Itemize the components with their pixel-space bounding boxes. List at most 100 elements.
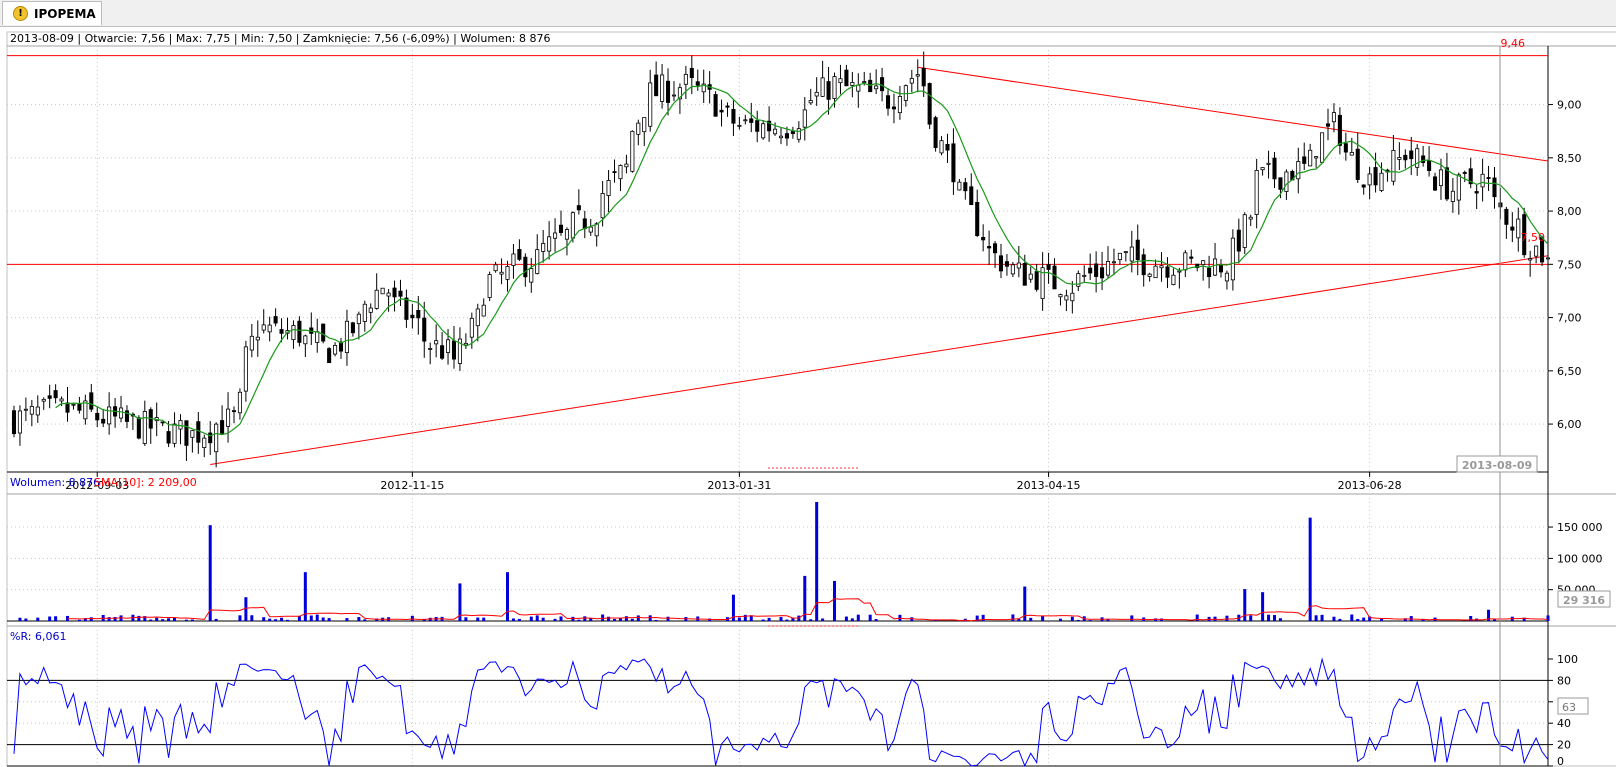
price-y-ticks: 6,00 6,50 7,00 7,50 8,00 8,50 9,00 xyxy=(1548,99,1582,431)
volume-bar xyxy=(934,620,938,621)
candle-body xyxy=(142,411,147,444)
candle-body xyxy=(719,109,724,113)
candle-body xyxy=(1248,216,1253,220)
candle-body xyxy=(101,418,106,424)
volume-bar xyxy=(511,618,515,621)
tab-ipopema[interactable]: ! IPOPEMA xyxy=(2,1,102,25)
candle-body xyxy=(440,345,445,359)
volume-bar xyxy=(1362,617,1366,621)
candle-body xyxy=(1242,214,1247,248)
candle-body xyxy=(790,131,795,134)
candle-body xyxy=(1337,114,1342,146)
candle-body xyxy=(998,255,1004,272)
candle-body xyxy=(107,406,112,425)
candle-body xyxy=(1486,177,1491,179)
candle-body xyxy=(279,329,284,334)
volume-bar xyxy=(262,617,266,621)
candle-body xyxy=(47,395,52,399)
candle-body xyxy=(1105,261,1111,276)
volume-bar xyxy=(636,615,640,621)
candle-body xyxy=(17,410,22,434)
volume-bar xyxy=(1308,517,1312,621)
volume-bar xyxy=(624,616,628,621)
wr-polyline xyxy=(13,657,1549,767)
price-y-tick-label: 6,50 xyxy=(1557,365,1582,378)
volume-bar xyxy=(1421,618,1425,621)
candle-body xyxy=(1278,177,1283,190)
wr-cursor-box: 63 xyxy=(1557,697,1589,715)
volume-bar xyxy=(363,619,367,621)
volume-bar xyxy=(1320,614,1324,621)
candle-body xyxy=(231,410,237,413)
candle-body xyxy=(23,408,28,411)
candle-body xyxy=(1492,177,1497,198)
candle-body xyxy=(1213,258,1218,276)
candle-body xyxy=(665,80,671,103)
candle-body xyxy=(261,324,266,331)
candle-body xyxy=(451,340,457,360)
cursor-date-box: 2013-08-09 xyxy=(1456,455,1538,473)
volume-bar xyxy=(981,614,985,621)
candle-body xyxy=(1266,162,1271,165)
volume-bar xyxy=(630,618,634,621)
volume-bar xyxy=(583,616,587,621)
candle-body xyxy=(422,317,427,342)
candle-body xyxy=(1218,264,1224,273)
volume-cursor-box: 29 316 xyxy=(1557,590,1611,608)
candle-body xyxy=(178,420,183,430)
price-x-tick-label: 2013-06-28 xyxy=(1338,479,1402,492)
candle-body xyxy=(136,417,141,439)
candle-body xyxy=(1343,143,1348,153)
candle-body xyxy=(761,123,766,139)
candle-body xyxy=(190,430,195,438)
candle-body xyxy=(35,406,40,416)
candle-body xyxy=(778,135,784,139)
candle-body xyxy=(1462,172,1467,174)
volume-label: Wolumen: 8 876 xyxy=(10,476,100,489)
candle-body xyxy=(701,83,706,93)
candle-body xyxy=(1522,214,1527,256)
volume-bar xyxy=(571,616,575,621)
stock-chart[interactable]: 2013-08-09 | Otwarcie: 7,56 | Max: 7,75 … xyxy=(0,26,1616,767)
candle-body xyxy=(1272,157,1277,180)
candle-body xyxy=(481,304,486,317)
candle-body xyxy=(1094,263,1099,277)
candle-body xyxy=(338,341,344,352)
candle-body xyxy=(1034,271,1039,290)
candle-body xyxy=(773,128,778,135)
candle-body xyxy=(1016,262,1021,269)
candle-body xyxy=(975,201,980,236)
candle-body xyxy=(808,100,813,104)
volume-sma-label: SMA[10]: 2 209,00 xyxy=(94,476,197,489)
candle-body xyxy=(826,81,831,100)
candle-body xyxy=(1022,263,1027,286)
volume-bar xyxy=(601,614,605,621)
candle-body xyxy=(564,229,569,240)
candle-body xyxy=(796,128,801,140)
volume-bar xyxy=(1380,618,1384,621)
candle-body xyxy=(493,264,498,272)
volume-bar xyxy=(286,619,290,621)
candle-body xyxy=(755,120,760,132)
candle-body xyxy=(1070,292,1075,302)
volume-bar xyxy=(1403,618,1407,621)
candle-body xyxy=(1064,295,1069,301)
candle-body xyxy=(118,407,124,419)
volume-bar xyxy=(737,617,741,621)
candle-body xyxy=(1129,246,1134,262)
volume-bar xyxy=(297,615,301,621)
candle-body xyxy=(850,82,855,86)
candle-body xyxy=(398,290,403,297)
volume-y-tick-label: 150 000 xyxy=(1557,521,1603,534)
candle-body xyxy=(1409,150,1414,160)
volume-bar xyxy=(1017,618,1021,621)
candle-body xyxy=(83,400,88,420)
wr-label: %R: 6,061 xyxy=(10,630,66,643)
candle-body xyxy=(1123,251,1128,254)
candle-body xyxy=(1397,157,1402,160)
candle-body xyxy=(1189,256,1194,259)
candle-body xyxy=(1159,265,1164,269)
volume-bar xyxy=(654,619,658,621)
candle-body xyxy=(297,320,302,343)
volume-bar xyxy=(422,619,426,621)
